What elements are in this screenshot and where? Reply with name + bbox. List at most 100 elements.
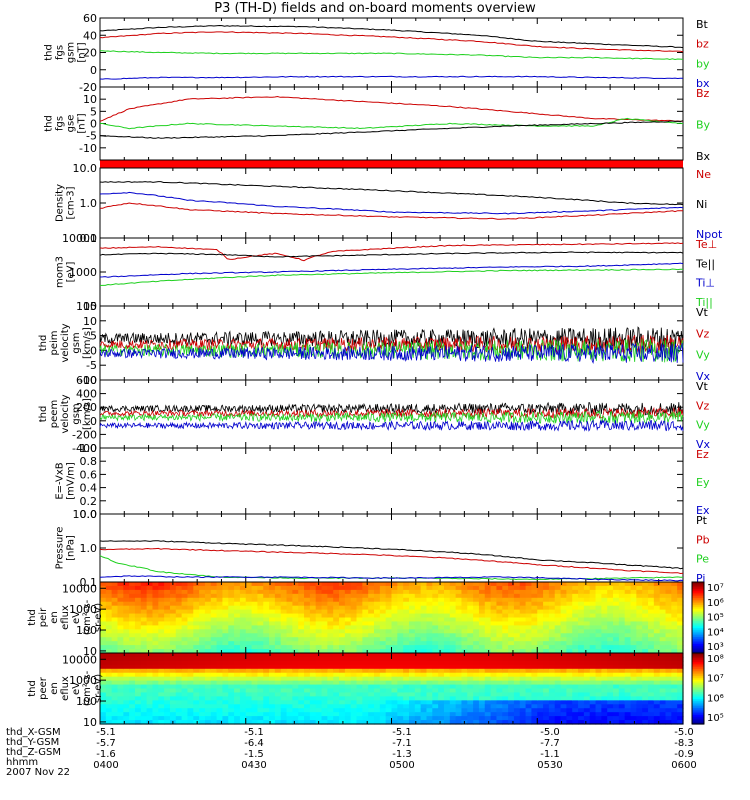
spectrogram-cell [146,708,154,713]
spectrogram-cell [187,605,194,611]
spectrogram-cell [245,589,253,595]
spectrogram-cell [653,589,661,595]
spectrogram-cell [344,696,352,701]
spectrogram-cell [677,641,684,646]
spectrogram-cell [665,585,672,591]
spectrogram-cell [333,692,340,697]
spectrogram-cell [327,696,334,701]
spectrogram-cell [624,704,632,709]
spectrogram-cell [548,680,556,686]
spectrogram-cell [391,664,398,670]
spectrogram-cell [344,688,352,694]
spectrogram-cell [379,617,387,623]
spectrogram-cell [140,625,148,630]
spectrogram-cell [426,613,433,619]
spectrogram-cell [519,629,527,634]
spectrogram-cell [274,605,282,611]
spectrogram-cell [286,653,293,658]
spectrogram-cell [630,668,637,674]
spectrogram-cell [117,589,124,595]
colorbar-cell [692,674,704,677]
spectrogram-cell [636,672,643,678]
spectrogram-cell [484,688,492,694]
spectrogram-cell [286,625,293,630]
spectrogram-cell [560,585,567,591]
spectrogram-cell [356,593,363,599]
spectrogram-cell [554,708,562,713]
spectrogram-cell [298,637,305,642]
spectrogram-cell [455,664,463,670]
spectrogram-cell [175,696,183,701]
spectrogram-cell [595,637,602,642]
spectrogram-cell [356,696,363,701]
spectrogram-cell [665,672,672,678]
spectrogram-cell [642,589,649,595]
spectrogram-cell [438,629,445,634]
spectrogram-cell [356,601,363,607]
spectrogram-cell [181,704,189,709]
spectrogram-cell [228,605,235,611]
spectrogram-cell [484,708,492,713]
spectrogram-cell [280,637,288,642]
spectrogram-cell [239,605,247,611]
spectrogram-cell [339,582,346,587]
spectrogram-cell [496,582,503,587]
spectrogram-cell [572,656,579,662]
spectrogram-cell [543,668,550,674]
spectrogram-cell [636,609,643,615]
tick-value: -8.3 [674,738,694,749]
spectrogram-cell [618,629,626,634]
spectrogram-cell [344,716,352,721]
spectrogram-cell [455,641,463,646]
spectrogram-cell [193,700,200,705]
spectrogram-cell [199,656,206,662]
spectrogram-cell [578,660,585,666]
spectrogram-cell [432,656,439,662]
spectrogram-cell [548,593,556,599]
spectrogram-cell [589,708,597,713]
spectrogram-cell [432,720,439,725]
tick-value: -5.0 [674,727,694,738]
spectrogram-cell [537,641,544,646]
spectrogram-cell [129,720,136,725]
spectrogram-cell [408,692,416,697]
spectrogram-cell [152,625,159,630]
spectrogram-cell [537,633,544,638]
spectrogram-cell [339,672,346,678]
spectrogram-cell [490,582,498,587]
spectrogram-cell [513,589,521,595]
spectrogram-cell [152,582,159,587]
spectrogram-cell [216,601,224,607]
spectrogram-cell [403,593,410,599]
spectrogram-cell [630,585,637,591]
y-tick-label: 0.2 [80,495,98,508]
spectrogram-cell [140,656,148,662]
spectrogram-cell [327,676,334,682]
spectrogram-cell [443,621,451,626]
legend-label: Ez [696,448,709,461]
spectrogram-cell [140,601,148,607]
spectrogram-cell [286,633,293,638]
spectrogram-cell [478,625,486,630]
spectrogram-cell [234,621,241,626]
spectrogram-cell [152,668,159,674]
spectrogram-cell [100,684,107,690]
spectrogram-cell [350,637,358,642]
spectrogram-cell [461,585,468,591]
spectrogram-cell [152,593,159,599]
spectrogram-cell [677,680,684,686]
spectrogram-cell [607,633,614,638]
spectrogram-cell [228,700,235,705]
spectrogram-cell [344,597,352,603]
y-tick-label: 0.0 [80,508,98,521]
separator-band [100,160,683,168]
spectrogram-cell [455,668,463,674]
spectrogram-cell [298,676,305,682]
spectrogram-cell [508,589,515,595]
spectrogram-cell [677,585,684,591]
spectrogram-cell [187,716,194,721]
spectrogram-cell [344,589,352,595]
spectrogram-cell [105,696,113,701]
spectrogram-cell [537,660,544,666]
spectrogram-cell [385,668,393,674]
